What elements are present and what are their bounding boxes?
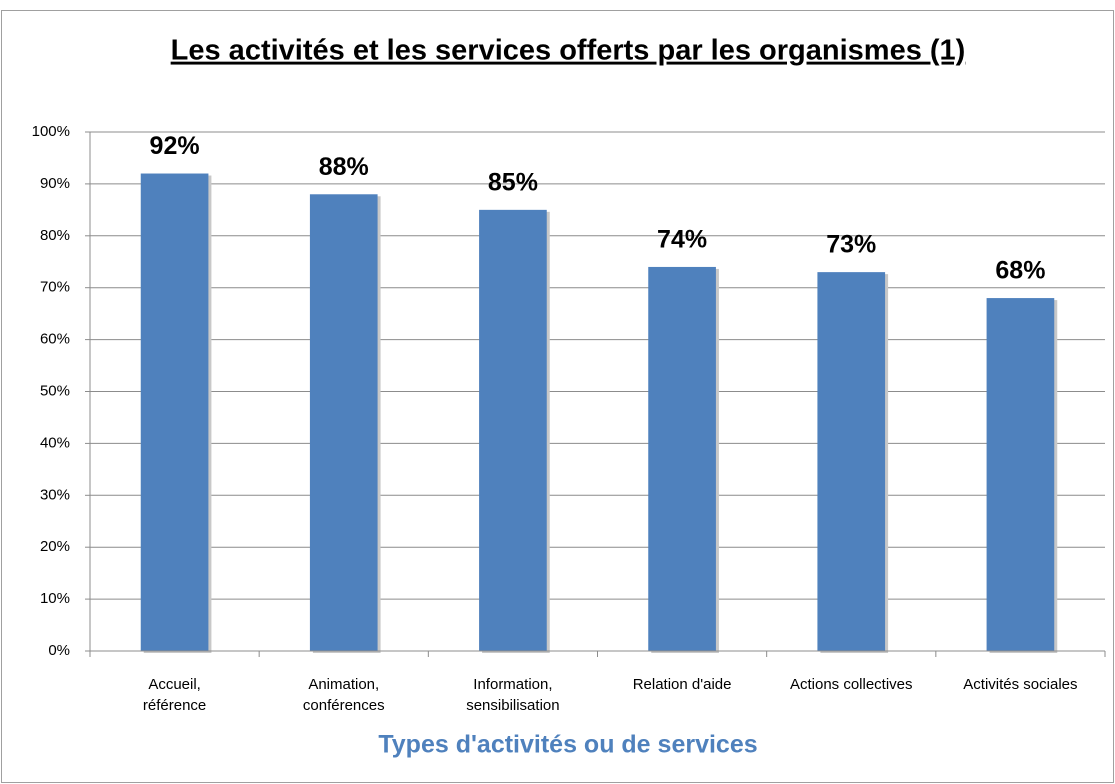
y-tick-label: 90% bbox=[40, 175, 70, 192]
value-label: 68% bbox=[995, 257, 1045, 285]
y-tick-label: 50% bbox=[40, 382, 70, 399]
bar bbox=[986, 298, 1055, 651]
x-tick-label: Actions collectives bbox=[789, 676, 913, 693]
y-tick-label: 70% bbox=[40, 279, 70, 296]
y-tick-label: 20% bbox=[40, 538, 70, 555]
value-label: 85% bbox=[488, 168, 538, 196]
x-axis-title: Types d'activités ou de services bbox=[378, 731, 757, 759]
x-tick-label: Accueil, référence bbox=[142, 676, 207, 714]
value-label: 74% bbox=[657, 226, 707, 254]
x-tick-label: Activités sociales bbox=[963, 676, 1078, 693]
bar bbox=[817, 272, 886, 651]
bar bbox=[648, 266, 716, 651]
x-tick-label: Animation, conférences bbox=[302, 676, 385, 714]
value-label: 88% bbox=[319, 153, 369, 181]
chart-title: Les activités et les services offerts pa… bbox=[171, 35, 966, 67]
bar bbox=[309, 194, 378, 651]
bar bbox=[140, 173, 209, 651]
y-tick-label: 80% bbox=[40, 227, 70, 244]
y-tick-label: 40% bbox=[40, 434, 70, 451]
value-label: 92% bbox=[150, 132, 200, 160]
y-tick-label: 0% bbox=[48, 642, 70, 659]
bar bbox=[479, 209, 547, 651]
y-tick-label: 30% bbox=[40, 486, 70, 503]
value-label: 73% bbox=[826, 231, 876, 259]
y-tick-label: 10% bbox=[40, 590, 70, 607]
x-tick-label: Information, sensibilisation bbox=[466, 676, 560, 714]
x-tick-label: Relation d'aide bbox=[632, 676, 732, 693]
y-tick-label: 60% bbox=[40, 331, 70, 348]
y-tick-label: 100% bbox=[32, 123, 70, 140]
